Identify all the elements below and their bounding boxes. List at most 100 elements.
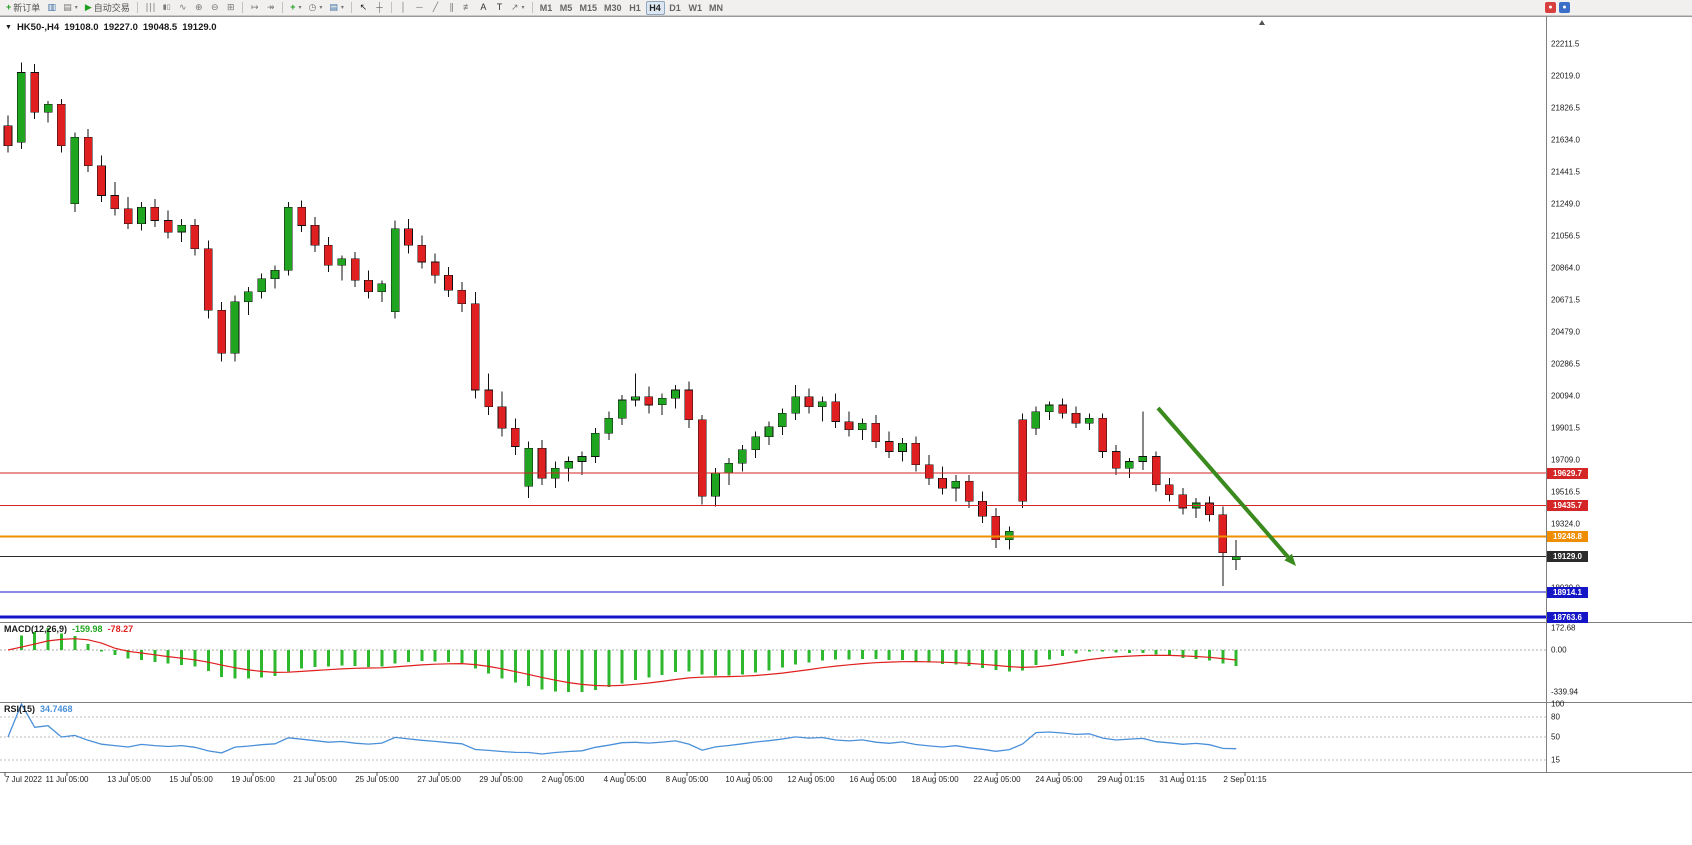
price-axis-label: 20864.0 (1551, 263, 1580, 273)
chevron-down-icon: ▾ (74, 5, 78, 11)
rsi-scale-label: 50 (1551, 732, 1560, 742)
channel-icon: ∥ (449, 2, 454, 12)
low-value: 19048.5 (142, 22, 178, 33)
timeframe-button-M30[interactable]: M30 (604, 2, 622, 13)
toolbar: + 新订单 ▥ ▤ ▾ ▶ 自动交易 ∣∣∣ ▮▯ ∿ ⊕ ⊖ ⊞ ↦ ↠ + … (0, 0, 1692, 16)
time-axis-label: 22 Aug 05:00 (973, 775, 1021, 784)
zoom-out-button[interactable]: ⊖ (207, 1, 222, 15)
time-axis-label: 11 Jul 05:00 (45, 775, 89, 784)
price-axis-label: 19901.5 (1551, 423, 1580, 433)
price-axis-label: 21056.5 (1551, 231, 1580, 241)
periods-button[interactable]: ◷ ▾ (306, 1, 326, 15)
price-tag: 19435.7 (1547, 499, 1588, 511)
rsi-scale-label: 80 (1551, 712, 1560, 722)
timeframe-button-W1[interactable]: W1 (688, 2, 703, 13)
autotrading-icon: ▶ (84, 2, 92, 12)
macd-signal-value: -78.27 (107, 624, 134, 634)
toolbar-separator (242, 2, 244, 13)
label-tool-button[interactable]: T (492, 1, 507, 15)
rsi-value: 34.7468 (40, 704, 73, 714)
price-tag: 18914.1 (1547, 586, 1588, 598)
timeframe-button-M1[interactable]: M1 (539, 2, 553, 13)
indicators-icon: + (290, 2, 296, 12)
time-axis-label: 29 Aug 01:15 (1097, 775, 1145, 784)
price-tag: 19629.7 (1547, 467, 1588, 479)
chart-type-candles-button[interactable]: ▮▯ (159, 1, 174, 15)
new-order-icon: + (6, 2, 12, 12)
toolbar-separator (282, 2, 284, 13)
timeframe-button-M5[interactable]: M5 (559, 2, 573, 13)
rsi-scale-label: 15 (1551, 755, 1560, 765)
time-axis-label: 2 Aug 05:00 (541, 775, 585, 784)
chart-window: ▼ HK50-,H4 19108.0 19227.0 19048.5 19129… (0, 16, 1692, 790)
price-axis-label: 21441.5 (1551, 167, 1580, 177)
time-axis-label: 10 Aug 05:00 (725, 775, 773, 784)
time-axis-label: 16 Aug 05:00 (849, 775, 897, 784)
fibonacci-tool-button[interactable]: ≢ (460, 1, 475, 15)
charts-button[interactable]: ▥ (44, 1, 59, 15)
templates-button[interactable]: ▤ ▾ (326, 1, 347, 15)
time-axis-label: 21 Jul 05:00 (293, 775, 337, 784)
time-axis-label: 15 Jul 05:00 (169, 775, 213, 784)
chart-type-bars-button[interactable]: ∣∣∣ (142, 1, 159, 15)
indicators-button[interactable]: + ▾ (287, 1, 304, 15)
timeframe-button-M15[interactable]: M15 (579, 2, 598, 13)
trendline-icon: ╱ (432, 2, 439, 12)
zoom-in-button[interactable]: ⊕ (191, 1, 206, 15)
alert-icon[interactable]: ● (1545, 2, 1556, 13)
time-axis-label: 18 Aug 05:00 (911, 775, 959, 784)
profiles-button[interactable]: ▤ ▾ (60, 1, 81, 15)
collapse-icon[interactable]: ▼ (5, 24, 12, 31)
new-order-button[interactable]: + 新订单 (3, 1, 43, 15)
time-axis-label: 25 Jul 05:00 (355, 775, 399, 784)
crosshair-icon: ┼ (376, 2, 383, 12)
channel-tool-button[interactable]: ∥ (444, 1, 459, 15)
zoom-out-icon: ⊖ (210, 2, 219, 12)
price-axis-label: 20479.0 (1551, 327, 1580, 337)
toolbar-separator (390, 2, 392, 13)
timeframe-button-H4[interactable]: H4 (645, 0, 665, 15)
timeframe-button-D1[interactable]: D1 (669, 2, 681, 13)
text-tool-button[interactable]: A (476, 1, 491, 15)
autotrading-button[interactable]: ▶ 自动交易 (82, 1, 133, 15)
time-axis-label: 27 Jul 05:00 (417, 775, 461, 784)
macd-scale-label: 0.00 (1551, 645, 1567, 655)
chart-type-line-button[interactable]: ∿ (175, 1, 190, 15)
macd-main-value: -159.98 (72, 624, 103, 634)
chevron-down-icon: ▾ (319, 5, 323, 11)
time-axis-label: 24 Aug 05:00 (1035, 775, 1083, 784)
cursor-button[interactable]: ↖ (356, 1, 371, 15)
news-icon[interactable]: ● (1559, 2, 1570, 13)
template-icon: ▤ (329, 2, 338, 12)
rsi-name: RSI(15) (4, 704, 36, 714)
time-axis-label: 8 Aug 05:00 (665, 775, 709, 784)
timeframe-buttons: M1 M5 M15 M30 H1 H4 D1 W1 MN (537, 0, 727, 15)
price-axis-label: 21826.5 (1551, 103, 1580, 113)
timeframe-button-H1[interactable]: H1 (629, 2, 641, 13)
macd-scale-label: 172.68 (1551, 623, 1576, 633)
time-axis-label: 7 Jul 2022 (5, 775, 42, 784)
rsi-scale-label: 100 (1551, 699, 1565, 709)
autotrading-label: 自动交易 (93, 3, 130, 13)
timeframe-button-MN[interactable]: MN (709, 2, 724, 13)
horizontal-line-tool-button[interactable]: ─ (412, 1, 427, 15)
arrows-tool-button[interactable]: ↗ ▾ (508, 1, 528, 15)
time-axis-label: 13 Jul 05:00 (107, 775, 151, 784)
price-axis-label: 20671.5 (1551, 295, 1580, 305)
chart-shift-icon: ↠ (266, 2, 275, 12)
trend-arrow (1284, 553, 1296, 566)
trendline-tool-button[interactable]: ╱ (428, 1, 443, 15)
chart-shift-button[interactable]: ↠ (263, 1, 278, 15)
time-axis-label: 31 Aug 01:15 (1159, 775, 1207, 784)
time-axis-label: 19 Jul 05:00 (231, 775, 275, 784)
price-axis-label: 22019.0 (1551, 71, 1580, 81)
crosshair-button[interactable]: ┼ (372, 1, 387, 15)
tile-windows-button[interactable]: ⊞ (223, 1, 238, 15)
text-icon: A (480, 2, 487, 12)
price-axis-label: 21634.0 (1551, 135, 1580, 145)
auto-scroll-button[interactable]: ↦ (247, 1, 262, 15)
vertical-line-tool-button[interactable]: │ (396, 1, 411, 15)
toolbar-separator (136, 2, 138, 13)
new-order-label: 新订单 (13, 3, 41, 13)
chart-canvas[interactable] (0, 16, 1692, 790)
